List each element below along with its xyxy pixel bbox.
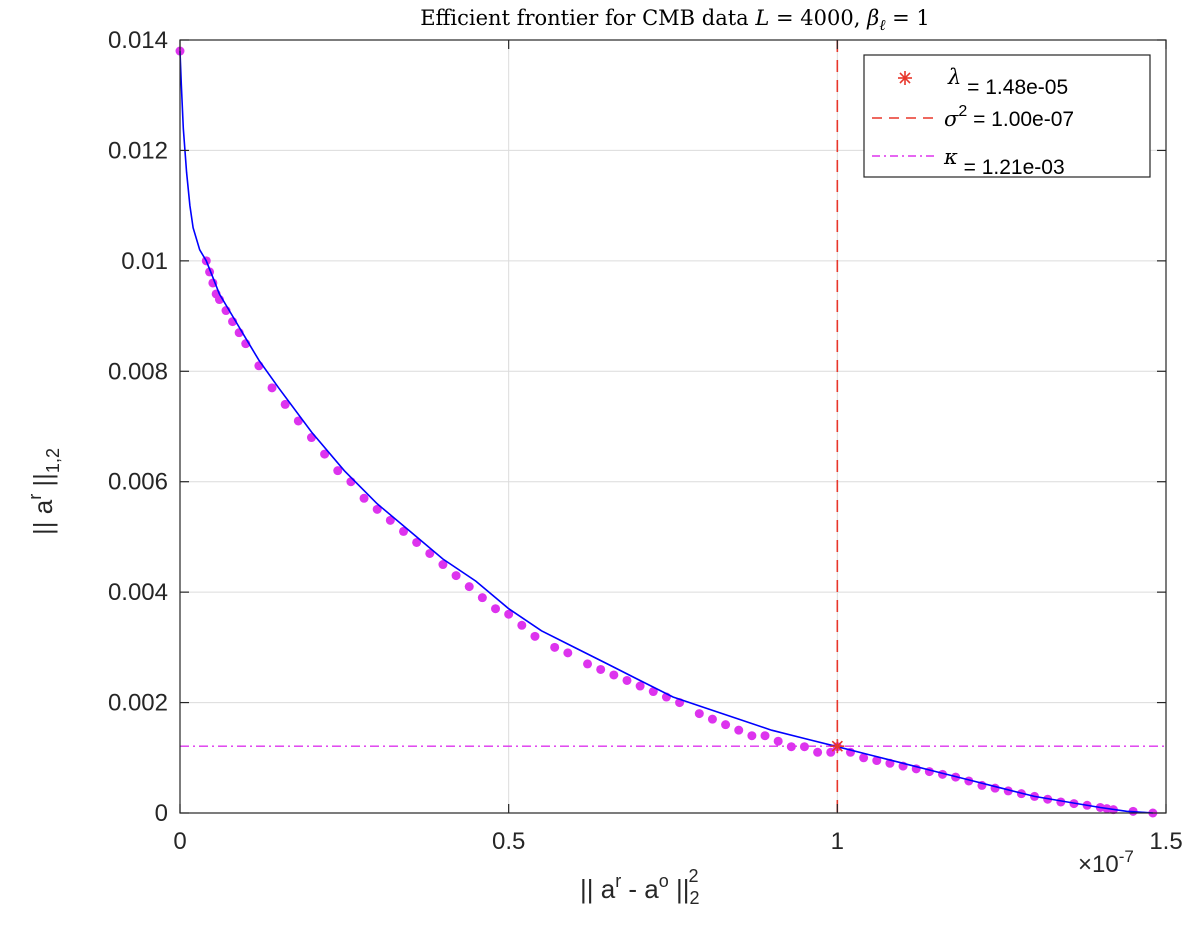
legend-label-kappa: κ = 1.21e-03 [943,145,1065,179]
frontier-marker [477,593,487,603]
frontier-marker [583,659,593,669]
lambda-star-marker-stroke [831,740,843,752]
frontier-marker [872,756,882,766]
frontier-marker [648,687,658,697]
frontier-marker [464,582,474,592]
y-tick-label: 0.004 [108,579,168,606]
series-layer [175,46,1158,818]
frontier-marker [563,648,573,658]
frontier-marker [773,736,783,746]
frontier-marker [346,477,356,487]
frontier-marker [451,571,461,581]
frontier-marker [359,493,369,503]
frontier-marker [267,383,277,393]
frontier-marker [721,720,731,730]
frontier-marker [550,642,560,652]
x-exponent-label: ×10-7 [1078,847,1134,878]
y-tick-label: 0.006 [108,469,168,496]
legend-item-sigma: σ2 = 1.00e-07 [872,103,1074,131]
reference-lines [180,40,1166,813]
y-tick-label: 0.012 [108,137,168,164]
legend-star-shape [898,71,912,85]
frontier-marker [596,664,606,674]
legend-item-kappa: κ = 1.21e-03 [872,145,1065,179]
y-axis-label: || ar ||1,2 [25,448,63,535]
frontier-marker [859,753,869,763]
x-tick-label: 1.5 [1149,828,1182,855]
frontier-marker [609,670,619,680]
legend-star-marker [898,71,912,85]
y-tick-label: 0.014 [108,27,168,54]
frontier-marker [530,631,540,641]
x-tick-label: 1 [831,828,844,855]
x-tick-label: 0.5 [492,828,525,855]
frontier-marker [491,604,501,614]
frontier-marker [333,466,343,476]
plot-frame [179,39,1167,814]
frontier-marker [635,681,645,691]
frontier-marker [385,515,395,525]
frontier-marker [517,620,527,630]
frontier-marker [372,504,382,514]
x-axis-label: || ar - ao ||22 [580,866,700,908]
frontier-marker [694,709,704,719]
frontier-marker [438,560,448,570]
legend-star-shape-stroke [899,72,911,84]
y-tick-label: 0.002 [108,690,168,717]
frontier-marker [707,714,717,724]
legend: λ = 1.48e-05 σ2 = 1.00e-07 κ = 1.21e-03 [863,54,1151,179]
frontier-marker [786,742,796,752]
frontier-marker [747,731,757,741]
y-tick-label: 0 [155,800,168,827]
frontier-marker [760,731,770,741]
frontier-marker [320,449,330,459]
frontier-marker [813,747,823,757]
frontier-marker [799,742,809,752]
y-tick-label: 0.01 [121,248,168,275]
legend-label-lambda: λ = 1.48e-05 [947,65,1068,99]
legend-label-sigma: σ2 = 1.00e-07 [944,103,1074,131]
frontier-marker [622,675,632,685]
frontier-marker [398,526,408,536]
lambda-star-marker [830,739,845,754]
y-tick-label: 0.008 [108,358,168,385]
frontier-marker [425,548,435,558]
frontier-marker [734,725,744,735]
chart-title: Efficient frontier for CMB data L = 4000… [420,6,930,34]
frontier-marker [293,416,303,426]
ticks: 0 0.5 1 1.5 0 0.002 0.004 0.006 0.008 0.01 0.012 0.… [108,27,1183,855]
frontier-curve [179,50,1153,814]
x-tick-label: 0 [173,828,186,855]
frontier-marker [504,609,514,619]
frontier-marker [280,399,290,409]
legend-item-lambda: λ = 1.48e-05 [898,65,1068,99]
frontier-marker [412,537,422,547]
frontier-marker [306,433,316,443]
